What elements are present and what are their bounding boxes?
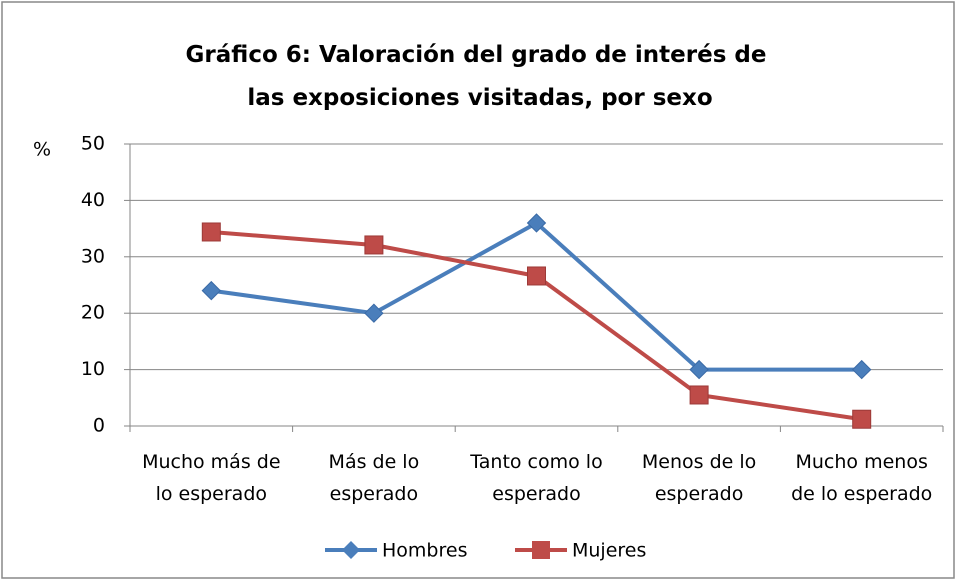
y-tick-label: 30 [81, 245, 105, 267]
data-point [201, 222, 221, 242]
x-tick-label: Mucho más de lo esperado [142, 451, 281, 505]
data-point [364, 235, 384, 255]
legend-label: Hombres [382, 540, 467, 562]
data-point [851, 359, 872, 380]
x-tick-label: Mucho menos de lo esperado [791, 451, 933, 505]
y-tick-label: 20 [81, 302, 105, 324]
y-axis-label: % [33, 139, 51, 161]
y-tick-label: 10 [81, 358, 105, 380]
legend-marker [532, 541, 550, 559]
y-tick-label: 0 [93, 415, 105, 437]
legend-marker [342, 541, 360, 559]
x-tick-label: Menos de lo esperado [641, 451, 757, 505]
data-point [201, 280, 222, 301]
y-tick-label: 50 [81, 133, 105, 155]
data-point [364, 303, 384, 323]
chart-title: Gráfico 6: Valoración del grado de inter… [186, 42, 775, 111]
data-point [526, 213, 547, 233]
data-point [689, 385, 709, 405]
x-tick-label: Tanto como lo esperado [470, 451, 603, 505]
data-point [852, 409, 872, 429]
data-point [689, 359, 709, 380]
legend-label: Mujeres [572, 540, 646, 562]
data-point [527, 266, 546, 286]
x-tick-label: Más de lo esperado [328, 451, 420, 505]
y-tick-label: 40 [81, 189, 105, 211]
